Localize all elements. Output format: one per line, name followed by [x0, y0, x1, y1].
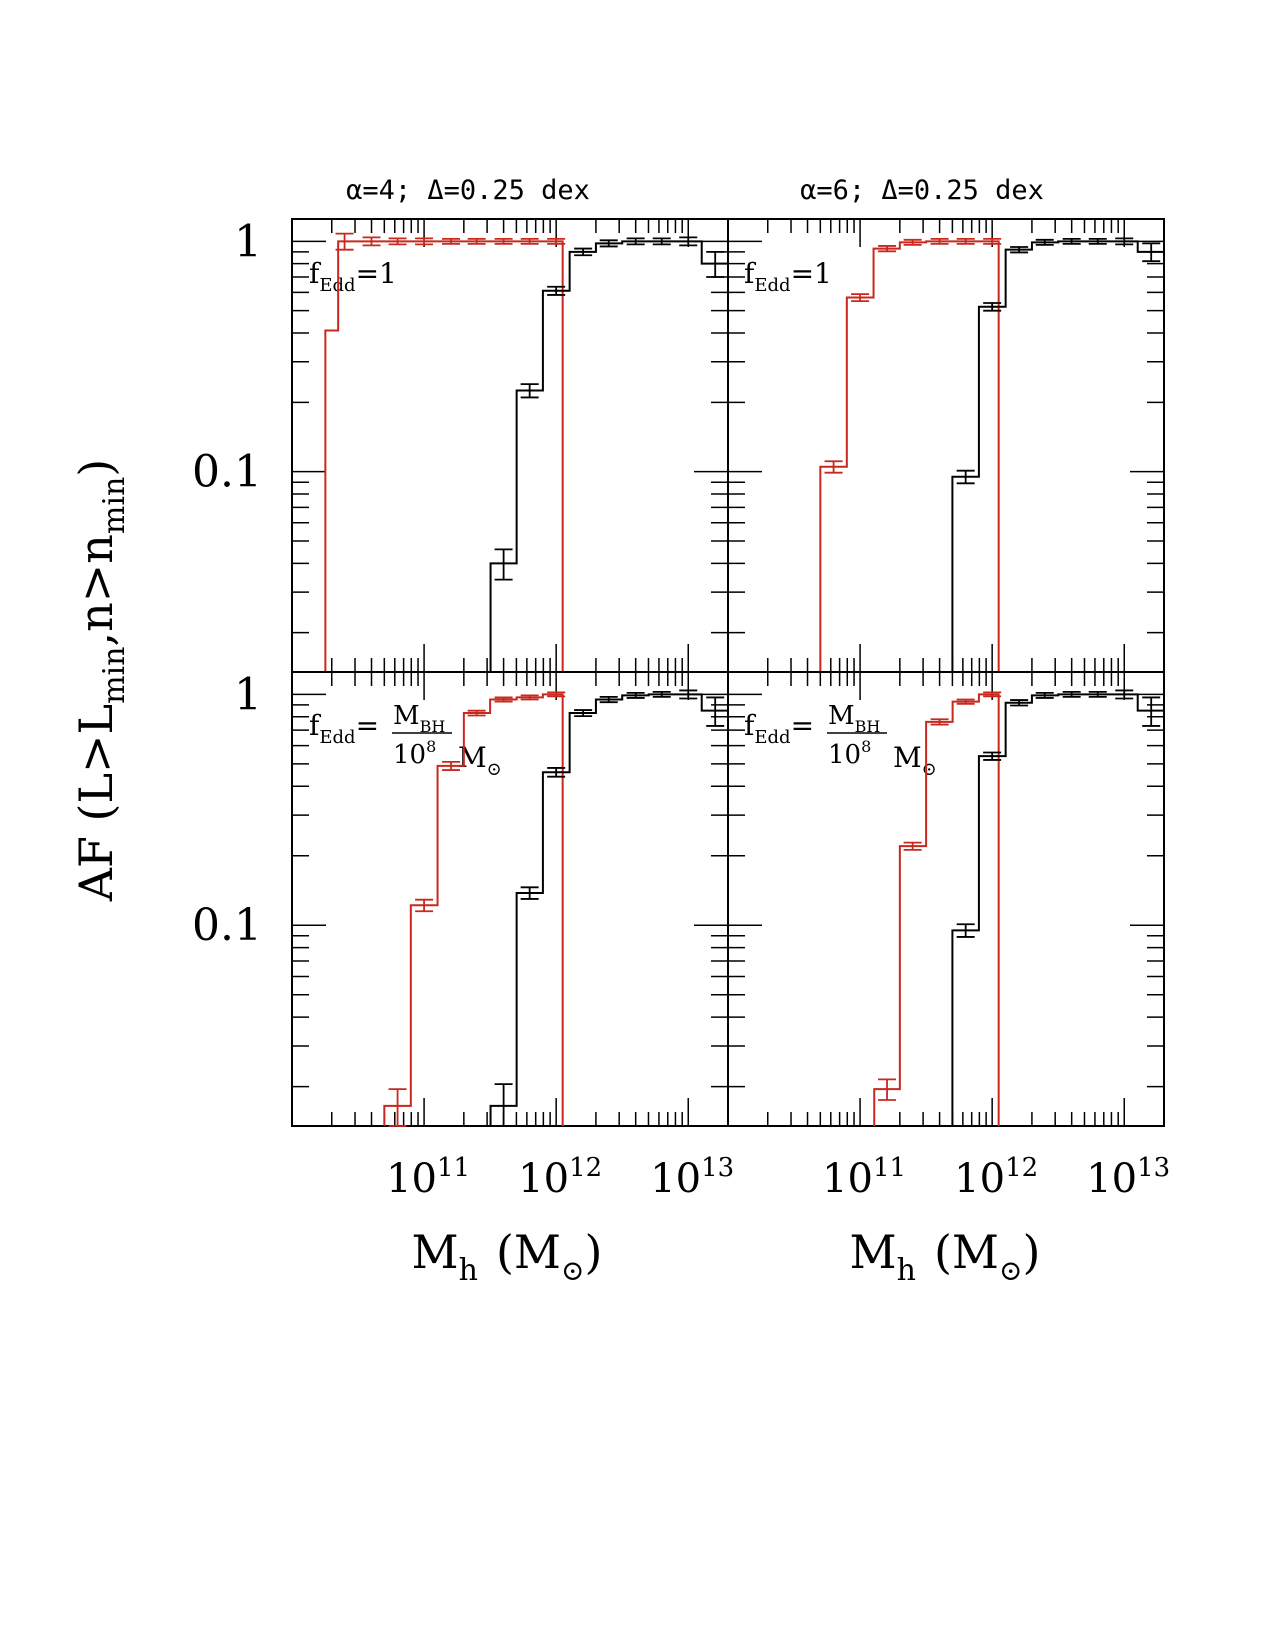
x-tick-label: 1011 — [822, 1153, 906, 1202]
x-tick-label: 1012 — [518, 1153, 602, 1202]
series-line — [489, 693, 728, 1126]
panel-alpha6-fedd1 — [727, 218, 1165, 673]
svg-text:AF (L>Lmin,n>nmin): AF (L>Lmin,n>nmin) — [69, 459, 132, 902]
y-axis-label: AF (L>Lmin,n>nmin) — [69, 459, 132, 902]
series-red — [873, 691, 1002, 1126]
panel-alpha6-fedd-mbh: 1011 1012 1013 — [727, 671, 1170, 1202]
annotation-bottom-right: fEdd= MBH 108 M⊙ — [744, 701, 937, 780]
series-line — [951, 240, 1164, 672]
svg-text:fEdd=: fEdd= — [309, 709, 379, 748]
series-red — [819, 237, 1002, 672]
svg-text:fEdd=: fEdd= — [744, 709, 814, 748]
y-tick-label: 1 — [234, 669, 262, 720]
x-tick-label: 1013 — [650, 1153, 734, 1202]
panel-alpha4-fedd-mbh: 1 0.1 1011 1012 1013 — [192, 669, 734, 1202]
column-title-left: α=4; Δ=0.25 dex — [346, 175, 590, 206]
y-tick-label: 1 — [234, 216, 262, 267]
svg-text:M⊙: M⊙ — [893, 741, 937, 780]
panel-alpha4-fedd1: 10.1 — [192, 216, 729, 673]
panel-frame — [727, 671, 1165, 1127]
svg-text:108: 108 — [393, 737, 436, 770]
svg-text:MBH: MBH — [828, 701, 880, 736]
series-black — [489, 689, 728, 1127]
series-line — [489, 240, 728, 672]
series-red — [383, 691, 566, 1127]
series-line — [324, 240, 564, 672]
series-line — [819, 240, 1000, 672]
y-tick-label: 0.1 — [192, 900, 262, 951]
x-tick-label: 1012 — [954, 1153, 1038, 1202]
svg-text:MBH: MBH — [393, 701, 445, 736]
x-tick-label: 1013 — [1086, 1153, 1170, 1202]
y-tick-label: 0.1 — [192, 447, 262, 498]
series-black — [951, 689, 1164, 1126]
series-black — [489, 236, 728, 672]
x-axis-label-left: Mh (M⊙) — [412, 1225, 603, 1288]
column-title-right: α=6; Δ=0.25 dex — [800, 175, 1044, 206]
series-black — [951, 237, 1164, 672]
x-axis-label-right: Mh (M⊙) — [850, 1225, 1041, 1288]
svg-text:M⊙: M⊙ — [458, 741, 502, 780]
annotation-bottom-left: fEdd= MBH 108 M⊙ — [309, 701, 502, 780]
annotation-top-left: fEdd=1 — [309, 257, 397, 296]
series-red — [324, 232, 566, 672]
annotation-top-right: fEdd=1 — [744, 257, 832, 296]
series-line — [951, 693, 1164, 1126]
x-tick-label: 1011 — [386, 1153, 470, 1202]
svg-text:108: 108 — [828, 737, 871, 770]
